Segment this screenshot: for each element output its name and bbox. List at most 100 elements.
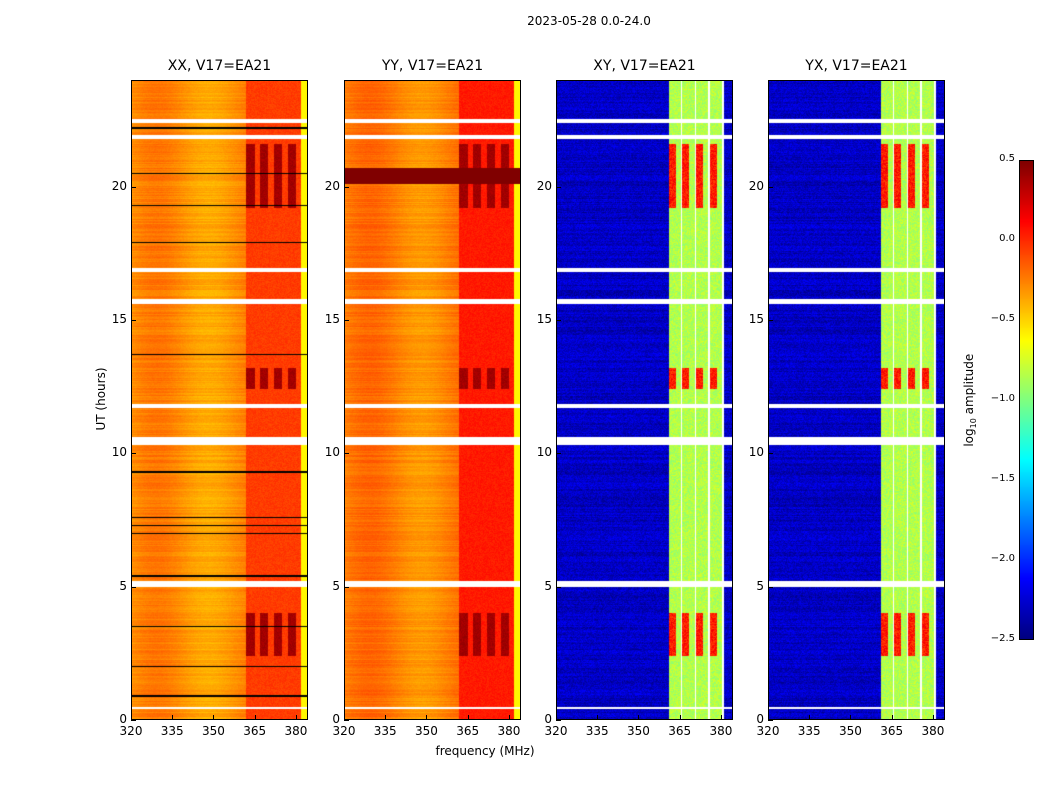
- x-tick-mark: [213, 715, 215, 720]
- x-tick-label: 365: [668, 724, 692, 738]
- x-tick-label: 335: [160, 724, 184, 738]
- panel-yy: YY, V17=EA21: [344, 58, 521, 720]
- panel-frame: [556, 80, 733, 720]
- y-tick-mark: [344, 720, 349, 721]
- panel-title: XX, V17=EA21: [167, 58, 272, 74]
- x-tick-mark: [638, 715, 640, 720]
- x-tick-label: 380: [709, 724, 733, 738]
- heatmap-xx: [131, 80, 308, 720]
- y-tick-label: 15: [536, 312, 552, 326]
- panel-frame: [344, 80, 521, 720]
- x-tick-mark: [891, 715, 893, 720]
- y-tick-label: 5: [544, 578, 552, 593]
- y-tick-mark: [768, 186, 773, 188]
- y-tick-label: 0: [332, 712, 340, 726]
- x-tick-label: 350: [627, 724, 650, 738]
- colorbar-tick-label: −0.5: [990, 313, 1015, 324]
- y-tick-mark: [344, 320, 349, 321]
- x-axis-label: frequency (MHz): [435, 744, 535, 758]
- x-tick-mark: [679, 715, 681, 720]
- y-tick-label: 5: [756, 578, 764, 593]
- y-tick-label: 20: [324, 178, 340, 193]
- colorbar-tick-label: −2.5: [990, 633, 1015, 644]
- panel-yx: YX, V17=EA21: [768, 58, 945, 720]
- y-tick-label: 5: [119, 578, 127, 593]
- panel-frame: [131, 80, 308, 720]
- y-tick-label: 0: [119, 712, 127, 726]
- y-tick-mark: [131, 720, 136, 721]
- x-tick-mark: [254, 715, 256, 720]
- heatmap-yx: [768, 80, 945, 720]
- x-tick-label: 350: [415, 724, 438, 738]
- x-tick-label: 320: [756, 724, 780, 738]
- x-tick-label: 365: [243, 724, 267, 738]
- x-tick-label: 335: [797, 724, 821, 738]
- y-tick-mark: [768, 720, 773, 721]
- colorbar-tick-label: 0.0: [999, 233, 1015, 244]
- colorbar-gradient: [1020, 161, 1033, 639]
- x-tick-mark: [467, 715, 469, 720]
- x-tick-mark: [295, 715, 297, 720]
- y-tick-label: 15: [324, 312, 340, 326]
- y-tick-mark: [556, 453, 561, 455]
- x-tick-label: 335: [373, 724, 397, 738]
- panel-xy: XY, V17=EA21: [556, 58, 733, 720]
- x-tick-mark: [344, 715, 345, 720]
- x-tick-label: 320: [332, 724, 356, 738]
- x-tick-label: 380: [497, 724, 521, 738]
- x-tick-label: 365: [456, 724, 480, 738]
- y-tick-mark: [768, 320, 773, 321]
- panel-title: YY, V17=EA21: [381, 58, 484, 74]
- y-tick-label: 10: [324, 445, 340, 460]
- x-tick-label: 350: [839, 724, 862, 738]
- x-tick-mark: [172, 715, 174, 720]
- x-tick-mark: [809, 715, 811, 720]
- y-tick-mark: [344, 453, 349, 455]
- x-tick-label: 380: [921, 724, 945, 738]
- y-tick-label: 20: [111, 178, 127, 193]
- y-tick-label: 10: [111, 445, 127, 460]
- y-tick-mark: [556, 720, 561, 721]
- heatmap-yy: [344, 80, 521, 720]
- y-tick-mark: [556, 320, 561, 321]
- y-tick-mark: [556, 186, 561, 188]
- heatmap-xy: [556, 80, 733, 720]
- colorbar-tick-label: −2.0: [990, 553, 1015, 564]
- x-tick-label: 365: [880, 724, 904, 738]
- colorbar-tick-label: −1.0: [990, 393, 1015, 404]
- y-tick-mark: [768, 586, 773, 588]
- panel-frame: [768, 80, 945, 720]
- x-tick-label: 320: [119, 724, 143, 738]
- y-tick-mark: [556, 586, 561, 588]
- x-tick-mark: [131, 715, 132, 720]
- y-tick-label: 0: [756, 712, 764, 726]
- y-tick-label: 5: [332, 578, 340, 593]
- x-tick-mark: [426, 715, 428, 720]
- x-tick-mark: [932, 715, 934, 720]
- panel-title: YX, V17=EA21: [805, 58, 908, 74]
- y-tick-label: 20: [748, 178, 764, 193]
- x-tick-mark: [508, 715, 510, 720]
- x-tick-mark: [768, 715, 769, 720]
- y-tick-mark: [131, 320, 136, 321]
- x-tick-mark: [385, 715, 387, 720]
- colorbar-tick-label: 0.5: [999, 153, 1015, 164]
- y-tick-mark: [131, 186, 136, 188]
- y-tick-label: 20: [536, 178, 552, 193]
- y-tick-mark: [131, 586, 136, 588]
- x-tick-label: 335: [585, 724, 609, 738]
- x-tick-mark: [850, 715, 852, 720]
- y-tick-mark: [768, 453, 773, 455]
- x-tick-label: 380: [284, 724, 308, 738]
- x-tick-mark: [597, 715, 599, 720]
- y-tick-mark: [344, 586, 349, 588]
- colorbar: [1019, 160, 1034, 640]
- x-tick-label: 320: [544, 724, 568, 738]
- y-tick-label: 10: [536, 445, 552, 460]
- y-axis-label: UT (hours): [94, 367, 108, 431]
- x-tick-mark: [556, 715, 557, 720]
- panel-xx: XX, V17=EA21: [131, 58, 308, 720]
- y-tick-label: 15: [748, 312, 764, 326]
- y-tick-mark: [344, 186, 349, 188]
